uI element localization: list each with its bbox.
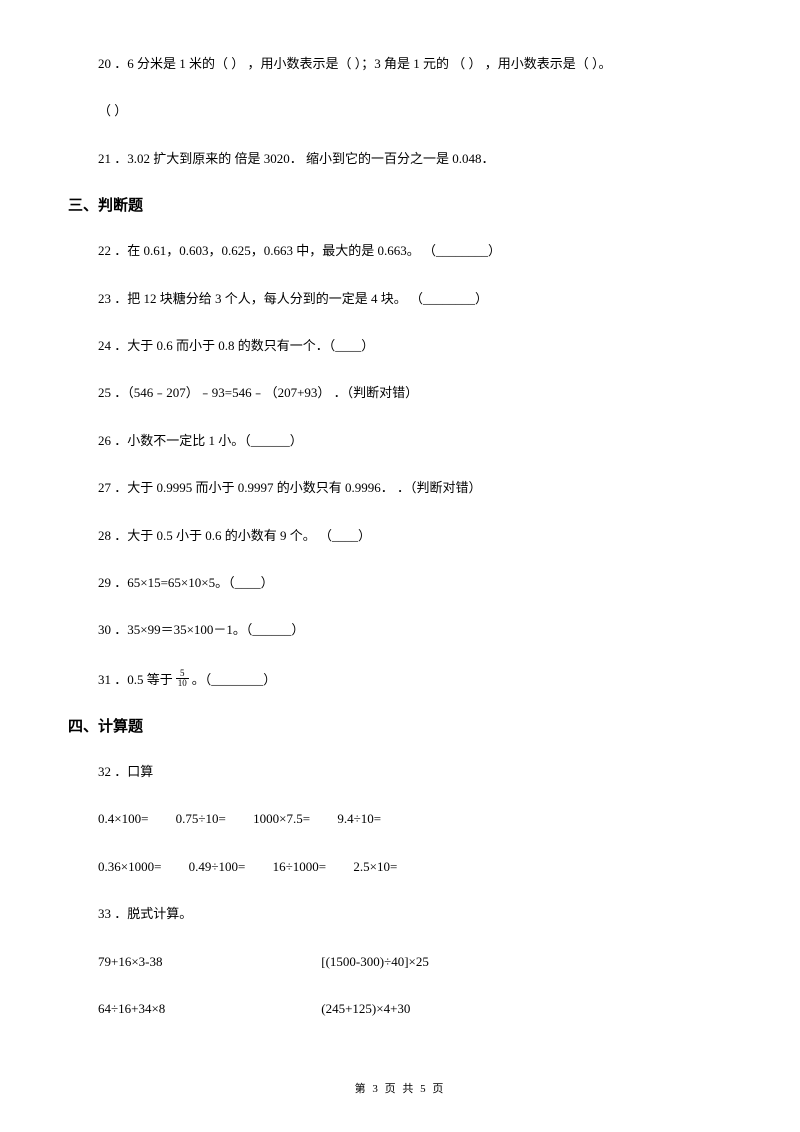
question-26-text: 26 ．小数不一定比 1 小。（______）: [98, 433, 303, 448]
question-20-sub: （ ）: [68, 99, 732, 122]
calc-pair-2-right: (245+125)×4+30: [321, 1001, 410, 1016]
calc-pair-2-left: 64÷16+34×8: [98, 997, 318, 1020]
fraction-denominator: 10: [176, 679, 189, 688]
question-31-text-b: 。（________）: [192, 668, 277, 691]
calc-2-2: 0.49÷100=: [189, 855, 246, 878]
question-20-text-a: 20 ．6 分米是 1 米的（ ） ，用小数表示是（ ）；3 角是 1 元的 （…: [98, 56, 612, 71]
question-24: 24 ．大于 0.6 而小于 0.8 的数只有一个．（____）: [68, 334, 732, 357]
question-28-text: 28 ．大于 0.5 小于 0.6 的小数有 9 个。 （____）: [98, 528, 371, 543]
question-27-text: 27 ．大于 0.9995 而小于 0.9997 的小数只有 0.9996． ．…: [98, 480, 482, 495]
calc-pair-1-right: [(1500-300)÷40]×25: [321, 954, 429, 969]
question-25: 25 ．（546﹣207）﹣93=546﹣（207+93） ．（判断对错）: [68, 381, 732, 404]
question-29-text: 29 ．65×15=65×10×5。（____）: [98, 575, 274, 590]
calc-pair-1-left: 79+16×3-38: [98, 950, 318, 973]
question-24-text: 24 ．大于 0.6 而小于 0.8 的数只有一个．（____）: [98, 338, 374, 353]
question-30: 30 ．35×99＝35×100－1。（______）: [68, 618, 732, 641]
question-26: 26 ．小数不一定比 1 小。（______）: [68, 429, 732, 452]
question-29: 29 ．65×15=65×10×5。（____）: [68, 571, 732, 594]
calc-pair-2: 64÷16+34×8 (245+125)×4+30: [68, 997, 732, 1020]
calc-row-1: 0.4×100= 0.75÷10= 1000×7.5= 9.4÷10=: [68, 807, 732, 830]
calc-2-3: 16÷1000=: [273, 855, 326, 878]
question-30-text: 30 ．35×99＝35×100－1。（______）: [98, 622, 304, 637]
question-31: 31 ．0.5 等于 5 10 。（________）: [68, 666, 732, 691]
question-28: 28 ．大于 0.5 小于 0.6 的小数有 9 个。 （____）: [68, 524, 732, 547]
fraction: 5 10: [175, 666, 190, 689]
question-22: 22 ．在 0.61，0.603，0.625，0.663 中，最大的是 0.66…: [68, 239, 732, 262]
calc-pair-1: 79+16×3-38 [(1500-300)÷40]×25: [68, 950, 732, 973]
calc-2-4: 2.5×10=: [353, 855, 397, 878]
calc-row-2: 0.36×1000= 0.49÷100= 16÷1000= 2.5×10=: [68, 855, 732, 878]
question-31-text-a: 31 ．0.5 等于: [98, 668, 173, 691]
calc-2-1: 0.36×1000=: [98, 855, 161, 878]
question-33: 33 ．脱式计算。: [68, 902, 732, 925]
calc-1-1: 0.4×100=: [98, 807, 148, 830]
section-4-title: 四、计算题: [68, 715, 732, 736]
question-21: 21 ．3.02 扩大到原来的 倍是 3020． 缩小到它的一百分之一是 0.0…: [68, 147, 732, 170]
question-21-text: 21 ．3.02 扩大到原来的 倍是 3020． 缩小到它的一百分之一是 0.0…: [98, 151, 495, 166]
question-33-text: 33 ．脱式计算。: [98, 906, 192, 921]
question-27: 27 ．大于 0.9995 而小于 0.9997 的小数只有 0.9996． ．…: [68, 476, 732, 499]
question-25-text: 25 ．（546﹣207）﹣93=546﹣（207+93） ．（判断对错）: [98, 385, 418, 400]
calc-1-2: 0.75÷10=: [176, 807, 226, 830]
page-container: 20 ．6 分米是 1 米的（ ） ，用小数表示是（ ）；3 角是 1 元的 （…: [0, 0, 800, 1020]
section-3-title: 三、判断题: [68, 194, 732, 215]
question-23-text: 23 ．把 12 块糖分给 3 个人，每人分到的一定是 4 块。 （______…: [98, 291, 488, 306]
question-32-text: 32 ．口算: [98, 764, 153, 779]
question-20-text-b: （ ）: [98, 103, 127, 118]
calc-1-3: 1000×7.5=: [253, 807, 310, 830]
question-32: 32 ．口算: [68, 760, 732, 783]
page-footer: 第 3 页 共 5 页: [0, 1080, 800, 1096]
question-23: 23 ．把 12 块糖分给 3 个人，每人分到的一定是 4 块。 （______…: [68, 287, 732, 310]
question-20: 20 ．6 分米是 1 米的（ ） ，用小数表示是（ ）；3 角是 1 元的 （…: [68, 52, 732, 75]
question-22-text: 22 ．在 0.61，0.603，0.625，0.663 中，最大的是 0.66…: [98, 243, 501, 258]
calc-1-4: 9.4÷10=: [337, 807, 381, 830]
